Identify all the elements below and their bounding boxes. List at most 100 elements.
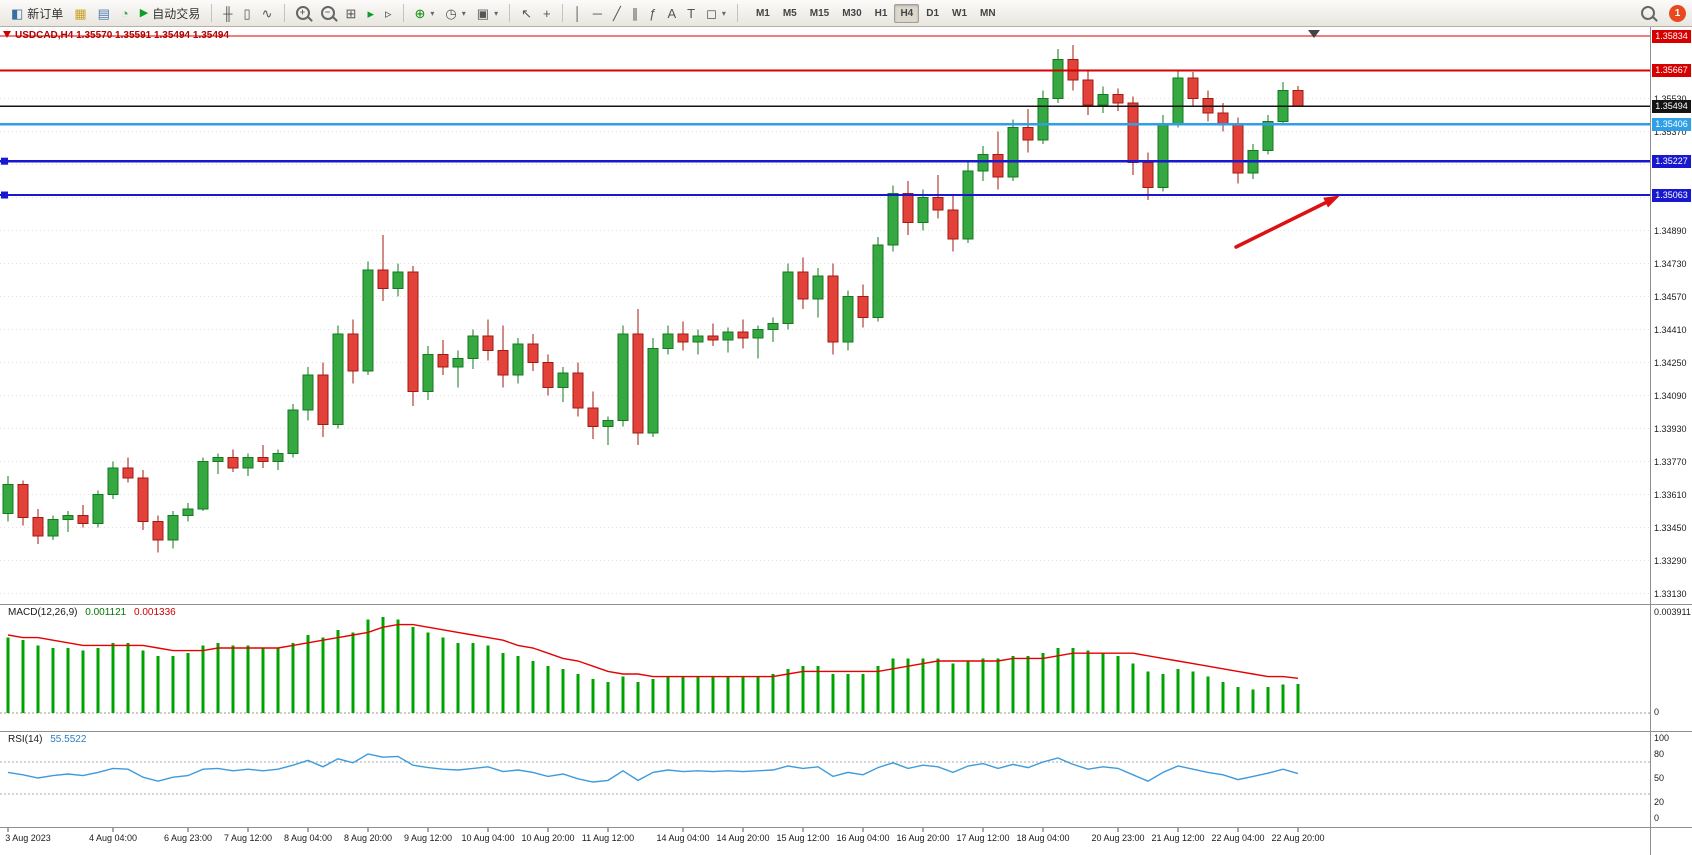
macd-signal-line [7, 623, 1299, 679]
fibonacci-tool-button[interactable]: ƒ [644, 2, 661, 24]
arrow-annotation-head[interactable] [1323, 195, 1340, 208]
candle-body [227, 457, 239, 469]
macd-histogram-bar [681, 676, 685, 713]
auto-trading-label: 自动交易 [152, 6, 201, 21]
candle-body [692, 335, 704, 343]
timeframe-button-m1[interactable]: M1 [750, 4, 776, 23]
level-handle[interactable] [1, 191, 8, 199]
tile-windows-button[interactable]: ⊞ [341, 2, 362, 24]
zoom-out-button[interactable]: − [316, 2, 340, 24]
notification-badge[interactable]: 1 [1669, 4, 1686, 22]
timeframe-button-mn[interactable]: MN [974, 4, 1002, 23]
candle-body [1292, 89, 1304, 107]
toolbar-separator [211, 4, 213, 22]
notification-count: 1 [1674, 7, 1681, 19]
macd-histogram-bar [426, 632, 430, 713]
toolbar-separator [509, 4, 511, 22]
label-tool-button[interactable]: T [682, 2, 700, 24]
candle-body [917, 197, 929, 223]
toolbar-separator [736, 4, 738, 22]
candle-body [137, 477, 149, 523]
tile-windows-icon: ⊞ [345, 5, 357, 21]
candle-body [992, 153, 1004, 178]
indicators-button[interactable]: ⊕ ▾ [410, 2, 440, 24]
horizontal-line-tool-button[interactable]: ─ [588, 2, 607, 24]
templates-button[interactable]: ▣ ▾ [472, 2, 503, 24]
candle-body [437, 353, 449, 368]
macd-histogram-bar [621, 676, 625, 713]
zoom-in-button[interactable]: + [291, 2, 315, 24]
candle-body [602, 419, 614, 428]
search-button[interactable] [1636, 2, 1660, 24]
macd-histogram-bar [1131, 663, 1135, 713]
macd-histogram-bar [36, 645, 40, 713]
candle-body [737, 331, 749, 339]
candle-body [1157, 122, 1169, 188]
timeframe-button-h1[interactable]: H1 [869, 4, 894, 23]
crosshair-button[interactable]: + [538, 2, 556, 24]
chart-title: USDCAD,H4 1.35570 1.35591 1.35494 1.3549… [15, 30, 229, 41]
macd-histogram-bar [1176, 668, 1180, 713]
auto-scroll-button[interactable]: ▸ [362, 2, 379, 24]
level-handle[interactable] [1, 157, 8, 165]
symbol-marker-icon [3, 31, 11, 38]
macd-histogram-bar [561, 668, 565, 713]
candle-body [62, 514, 74, 520]
macd-histogram-bar [996, 658, 1000, 713]
candlestick-mode-button[interactable]: ▯ [238, 2, 255, 24]
candle-body [1142, 162, 1154, 188]
macd-histogram-bar [546, 666, 550, 713]
macd-histogram-bar [516, 655, 520, 713]
charts-button[interactable]: ▦ [69, 2, 91, 24]
chart-shift-button[interactable]: ▹ [380, 2, 397, 24]
timeframe-button-m15[interactable]: M15 [804, 4, 835, 23]
candle-body [287, 409, 299, 454]
bar-chart-icon: ╫ [223, 5, 233, 21]
candle-body [182, 508, 194, 516]
macd-histogram-bar [456, 642, 460, 713]
timeframe-button-m5[interactable]: M5 [777, 4, 803, 23]
timeframe-button-w1[interactable]: W1 [946, 4, 973, 23]
channel-tool-button[interactable]: ∥ [627, 2, 644, 24]
profiles-button[interactable]: ▤ [93, 2, 115, 24]
history-center-icon: ◔ [120, 5, 129, 21]
history-center-button[interactable]: ◔ [116, 2, 134, 24]
timeframe-button-m30[interactable]: M30 [836, 4, 867, 23]
vertical-line-tool-button[interactable]: │ [569, 2, 587, 24]
candle-body [977, 153, 989, 172]
zoom-out-icon: − [320, 6, 335, 20]
macd-histogram-bar [111, 642, 115, 713]
candle-body [947, 209, 959, 240]
clock-icon: ◷ [445, 5, 457, 21]
timeframe-button-d1[interactable]: D1 [920, 4, 945, 23]
arrow-annotation-shaft[interactable] [1234, 200, 1329, 249]
cursor-button[interactable]: ↖ [516, 2, 537, 24]
text-tool-button[interactable]: A [663, 2, 682, 24]
chart-shift-marker[interactable] [1308, 30, 1320, 38]
timeframe-group: M1 M5 M15 M30 H1 H4 D1 W1 MN [750, 3, 1002, 23]
macd-histogram-bar [141, 650, 145, 713]
macd-histogram-bar [21, 640, 25, 713]
macd-histogram-bar [1296, 683, 1300, 713]
timeframe-button-h4[interactable]: H4 [894, 3, 920, 23]
candle-body [1262, 120, 1274, 151]
macd-histogram-bar [726, 676, 730, 713]
line-chart-mode-button[interactable]: ∿ [257, 2, 278, 24]
rsi-name: RSI(14) [8, 734, 43, 745]
candle-body [467, 335, 479, 360]
auto-trading-button[interactable]: ▶ 自动交易 [135, 2, 205, 24]
macd-histogram-bar [606, 681, 610, 713]
chevron-down-icon: ▾ [430, 8, 435, 18]
rsi-label: RSI(14) 55.5522 [8, 734, 86, 745]
candle-body [587, 407, 599, 428]
macd-histogram-bar [501, 653, 505, 713]
shapes-tool-button[interactable]: ◻ ▾ [701, 2, 731, 24]
candle-body [1037, 98, 1049, 141]
bar-chart-mode-button[interactable]: ╫ [218, 2, 237, 24]
periods-button[interactable]: ◷ ▾ [440, 2, 470, 24]
new-order-button[interactable]: ◧ 新订单 [6, 2, 68, 24]
macd-histogram-bar [1011, 655, 1015, 713]
macd-histogram-bar [1056, 648, 1060, 713]
trendline-tool-button[interactable]: ╱ [608, 2, 626, 24]
